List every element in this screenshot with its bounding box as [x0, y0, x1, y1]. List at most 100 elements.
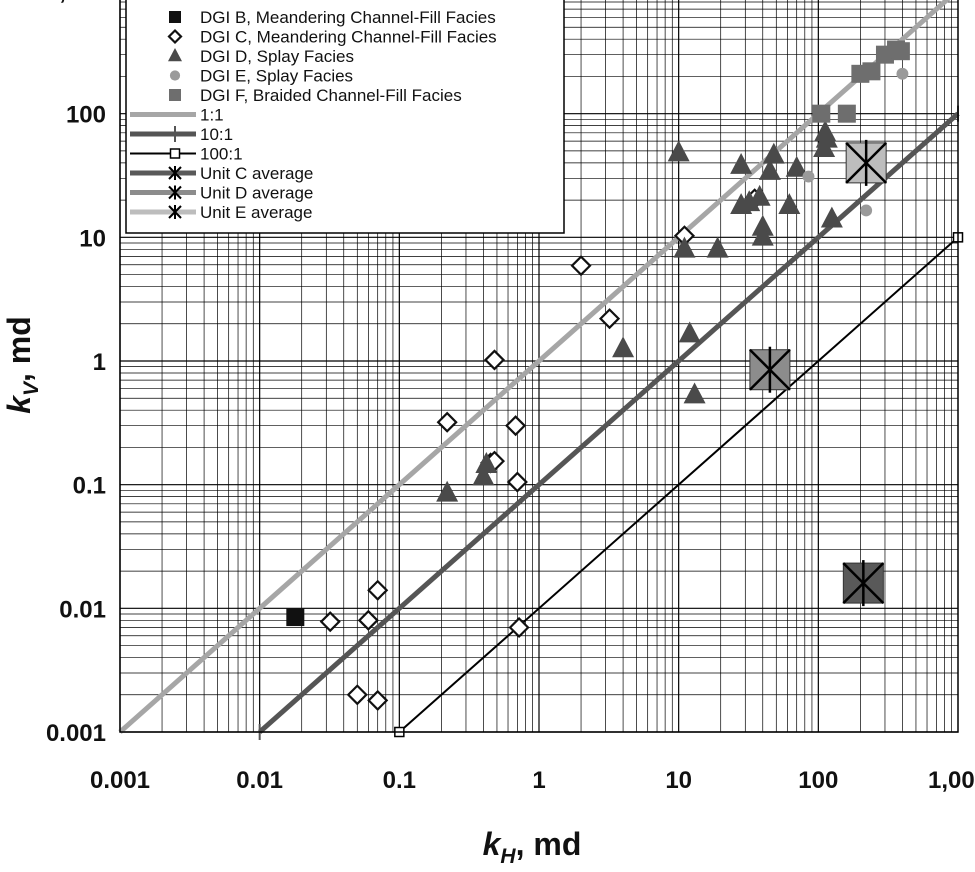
- legend: DGI B, Meandering Channel-Fill FaciesDGI…: [125, 0, 565, 234]
- data-point-series-1: [346, 684, 368, 706]
- data-point-series-2: [706, 236, 729, 258]
- data-point-series-1: [483, 349, 506, 371]
- legend-item: DGI F, Braided Channel-Fill Facies: [169, 86, 462, 105]
- legend-label: DGI B, Meandering Channel-Fill Facies: [200, 8, 496, 27]
- y-tick-label: 1: [93, 349, 106, 376]
- data-point-series-2: [785, 155, 808, 177]
- legend-item: 100:1: [130, 145, 243, 164]
- legend-item: DGI E, Splay Facies: [169, 67, 353, 86]
- data-point-series-1: [367, 689, 389, 711]
- x-tick-labels: 0.001 0.01 0.1 1 10 100 1,000: [90, 767, 975, 794]
- data-point-series-2: [475, 452, 498, 473]
- y-tick-label: 10: [79, 225, 106, 252]
- data-point-series-3: [860, 204, 873, 217]
- data-point-series-2: [778, 193, 801, 215]
- ratio-line-100-to-1: [398, 236, 959, 733]
- x-axis-title: kH, md: [483, 826, 582, 868]
- y-axis-title-sub: V: [20, 380, 43, 396]
- data-point-series-4: [862, 62, 881, 81]
- data-point-series-3: [802, 170, 815, 183]
- y-tick-label: 1,000: [46, 0, 106, 5]
- y-axis-title-unit: , md: [1, 316, 37, 382]
- y-tick-labels: 0.001 0.01 0.1 1 10 100 1,000: [46, 0, 106, 747]
- legend-symbol: [168, 47, 182, 62]
- legend-symbol: [169, 148, 181, 159]
- legend-label: DGI F, Braided Channel-Fill Facies: [200, 86, 462, 105]
- data-point-series-4: [891, 42, 910, 61]
- y-axis-title-main: k: [1, 394, 37, 414]
- data-points: [286, 40, 910, 711]
- legend-label: Unit C average: [200, 164, 313, 183]
- legend-symbol: [169, 89, 181, 101]
- data-point-series-2: [678, 321, 701, 343]
- average-marker: [845, 139, 888, 186]
- x-tick-label: 1: [532, 767, 545, 794]
- x-tick-label: 1,000: [928, 767, 975, 794]
- legend-label: Unit D average: [200, 184, 313, 203]
- data-point-series-0: [286, 608, 305, 627]
- y-tick-label: 0.1: [73, 473, 106, 500]
- x-axis-title-main: k: [483, 826, 503, 862]
- x-tick-label: 0.1: [383, 767, 416, 794]
- legend-box: [125, 0, 565, 234]
- data-point-series-2: [738, 190, 761, 212]
- legend-item: Unit D average: [130, 184, 313, 203]
- legend-label: 100:1: [200, 145, 243, 164]
- ratio-line-10-to-1: [258, 111, 960, 734]
- legend-label: DGI D, Splay Facies: [200, 47, 354, 66]
- x-axis-title-unit: , md: [516, 826, 582, 862]
- x-tick-label: 10: [665, 767, 692, 794]
- data-point-series-2: [751, 224, 774, 246]
- data-point-series-2: [762, 142, 785, 164]
- data-point-series-1: [570, 255, 592, 277]
- data-point-series-1: [367, 579, 389, 601]
- data-point-series-2: [758, 158, 781, 180]
- data-point-series-4: [812, 104, 831, 123]
- legend-item: Unit E average: [130, 203, 312, 222]
- data-point-series-2: [667, 140, 690, 162]
- data-point-series-1: [508, 616, 530, 639]
- data-point-series-2: [683, 382, 706, 404]
- average-markers: [749, 139, 888, 607]
- y-tick-label: 100: [66, 102, 106, 129]
- average-marker: [842, 560, 885, 607]
- data-point-series-2: [612, 336, 635, 358]
- y-axis-title: kV, md: [1, 316, 43, 414]
- data-point-series-1: [505, 415, 527, 437]
- data-point-series-2: [820, 206, 843, 228]
- data-point-series-1: [357, 609, 379, 631]
- legend-symbol: [167, 28, 183, 45]
- plot-frame: [119, 0, 959, 733]
- legend-item: DGI C, Meandering Channel-Fill Facies: [167, 28, 497, 47]
- legend-label: 10:1: [200, 125, 233, 144]
- y-tick-label: 0.01: [59, 596, 106, 623]
- data-point-series-1: [319, 611, 341, 633]
- legend-label: Unit E average: [200, 203, 312, 222]
- data-point-series-2: [673, 236, 696, 258]
- legend-item: DGI B, Meandering Channel-Fill Facies: [169, 8, 496, 27]
- legend-item: 1:1: [130, 106, 224, 125]
- legend-label: 1:1: [200, 106, 224, 125]
- x-axis-title-sub: H: [500, 845, 516, 868]
- data-point-series-1: [436, 411, 458, 433]
- data-point-series-2: [472, 464, 495, 486]
- x-tick-label: 100: [798, 767, 838, 794]
- data-point-series-2: [730, 152, 753, 174]
- data-point-series-1: [506, 471, 528, 493]
- average-marker: [749, 346, 791, 393]
- legend-item: Unit C average: [130, 164, 313, 183]
- data-point-series-1: [598, 308, 621, 330]
- legend-symbol: [169, 11, 181, 23]
- data-point-series-2: [815, 126, 838, 148]
- legend-item: 10:1: [130, 125, 233, 144]
- legend-item: DGI D, Splay Facies: [168, 47, 354, 66]
- x-tick-label: 0.001: [90, 767, 150, 794]
- legend-symbol: [169, 70, 181, 81]
- data-point-series-3: [896, 67, 909, 80]
- x-tick-label: 0.01: [236, 767, 283, 794]
- data-point-series-4: [837, 104, 856, 123]
- legend-label: DGI E, Splay Facies: [200, 67, 353, 86]
- data-point-series-2: [436, 480, 459, 502]
- y-tick-label: 0.001: [46, 720, 106, 747]
